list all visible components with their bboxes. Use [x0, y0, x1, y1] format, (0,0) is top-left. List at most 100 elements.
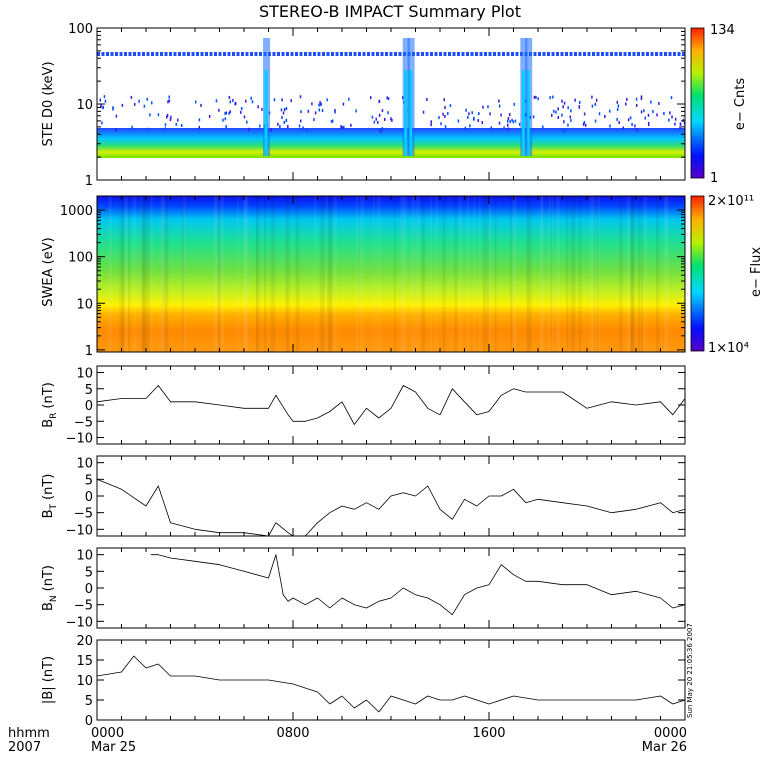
ste-speck	[604, 115, 606, 119]
ste-speck	[591, 95, 593, 99]
ste-speck	[668, 118, 670, 122]
swea-stripe	[236, 196, 240, 352]
ste-speck	[449, 104, 452, 108]
ste-speck	[168, 99, 171, 103]
ste-y-label: STE D0 (keV)	[41, 61, 56, 146]
ste-speck	[471, 111, 473, 115]
swea-stripe	[466, 196, 470, 352]
swea-stripe	[132, 196, 137, 352]
bt-y-label: BT(nT)	[41, 474, 59, 519]
ste-speck	[574, 98, 576, 102]
ste-speck	[442, 112, 444, 116]
ste-speck	[465, 108, 467, 112]
ste-speck	[506, 123, 509, 127]
ste-speck	[375, 117, 377, 121]
ste-speck	[584, 123, 587, 127]
ste-speck	[318, 103, 320, 107]
swea-stripe	[124, 196, 128, 352]
swea-stripe	[430, 196, 433, 352]
ste-speck	[658, 102, 660, 106]
ste-speck	[319, 102, 322, 106]
ste-speck	[299, 119, 302, 123]
ste-speck	[381, 109, 384, 113]
ste-event-specks	[99, 38, 686, 156]
ste-speck	[616, 108, 619, 112]
x-tick-label: 0000	[91, 726, 124, 741]
ste-speck	[121, 103, 124, 107]
ste-speck	[618, 120, 620, 124]
ste-speck	[341, 126, 343, 130]
ste-speck	[218, 108, 220, 112]
swea-stripe	[494, 196, 497, 352]
ste-panel: 1 10 100 STE D0 (keV) 134 1 e− Cnts	[41, 22, 748, 189]
ste-speck	[229, 110, 231, 114]
ste-speck	[387, 111, 389, 115]
br-tick-label: −10	[66, 432, 93, 447]
ste-speck	[679, 126, 681, 130]
ste-speck	[447, 112, 449, 116]
bmag-frame	[96, 639, 686, 721]
swea-stripe	[557, 196, 560, 352]
ste-speck	[679, 122, 682, 126]
swea-tick-label: 1000	[60, 204, 93, 219]
ste-speck	[464, 126, 467, 130]
ste-speck	[131, 125, 133, 129]
ste-speck	[234, 101, 237, 105]
ste-speck	[514, 119, 517, 123]
swea-y-label: SWEA (eV)	[41, 237, 56, 306]
ste-speck	[535, 95, 537, 99]
ste-speck	[326, 98, 328, 102]
ste-speck	[594, 102, 597, 106]
ste-speck	[307, 109, 310, 113]
ste-speck	[228, 95, 231, 99]
ste-speck	[290, 99, 292, 103]
ste-speck	[224, 111, 226, 115]
ste-speck	[225, 125, 227, 129]
swea-tick-label: 100	[68, 251, 93, 266]
ste-speck	[487, 105, 489, 109]
ste-speck	[334, 108, 336, 112]
ste-speck	[636, 128, 638, 132]
ste-speck	[422, 110, 425, 114]
swea-stripe	[435, 196, 438, 352]
swea-stripe	[243, 196, 249, 352]
ste-speck	[133, 102, 136, 106]
ste-speck	[671, 115, 673, 119]
ste-speck	[511, 118, 513, 122]
swea-stripe	[182, 196, 186, 352]
ste-speck	[583, 112, 586, 116]
ste-spectrogram-band	[97, 128, 685, 158]
ste-speck	[224, 117, 227, 121]
swea-stripe	[442, 196, 446, 352]
ste-speck	[386, 96, 388, 100]
ste-speck	[143, 104, 146, 108]
ste-speck	[643, 109, 645, 113]
ste-speck	[578, 101, 581, 105]
ste-speck	[149, 113, 151, 117]
swea-y-axis: 1 10 100 1000	[60, 195, 685, 359]
ste-speck	[302, 126, 304, 130]
bmag-trace	[96, 655, 686, 713]
ste-speck	[319, 101, 321, 105]
ste-speck	[582, 122, 585, 126]
ste-speck	[430, 123, 432, 127]
ste-speck	[146, 97, 149, 101]
ste-speck	[553, 109, 555, 113]
swea-stripe	[626, 196, 631, 352]
bt-tick-label: −5	[74, 507, 93, 522]
ste-speck	[165, 115, 168, 119]
ste-speck	[376, 120, 379, 124]
br-y-label: BR(nT)	[41, 382, 59, 428]
ste-speck	[598, 112, 601, 116]
ste-speck	[473, 116, 475, 120]
ste-speck	[313, 118, 315, 122]
swea-stripe	[509, 196, 513, 352]
swea-colorbar	[690, 195, 705, 352]
ste-speck	[468, 112, 470, 116]
ste-speck	[644, 116, 646, 120]
ste-speck	[320, 102, 322, 106]
swea-tick-label: 10	[76, 297, 93, 312]
ste-speck	[498, 121, 501, 125]
swea-stripe	[163, 196, 166, 352]
ste-speck	[240, 107, 243, 111]
